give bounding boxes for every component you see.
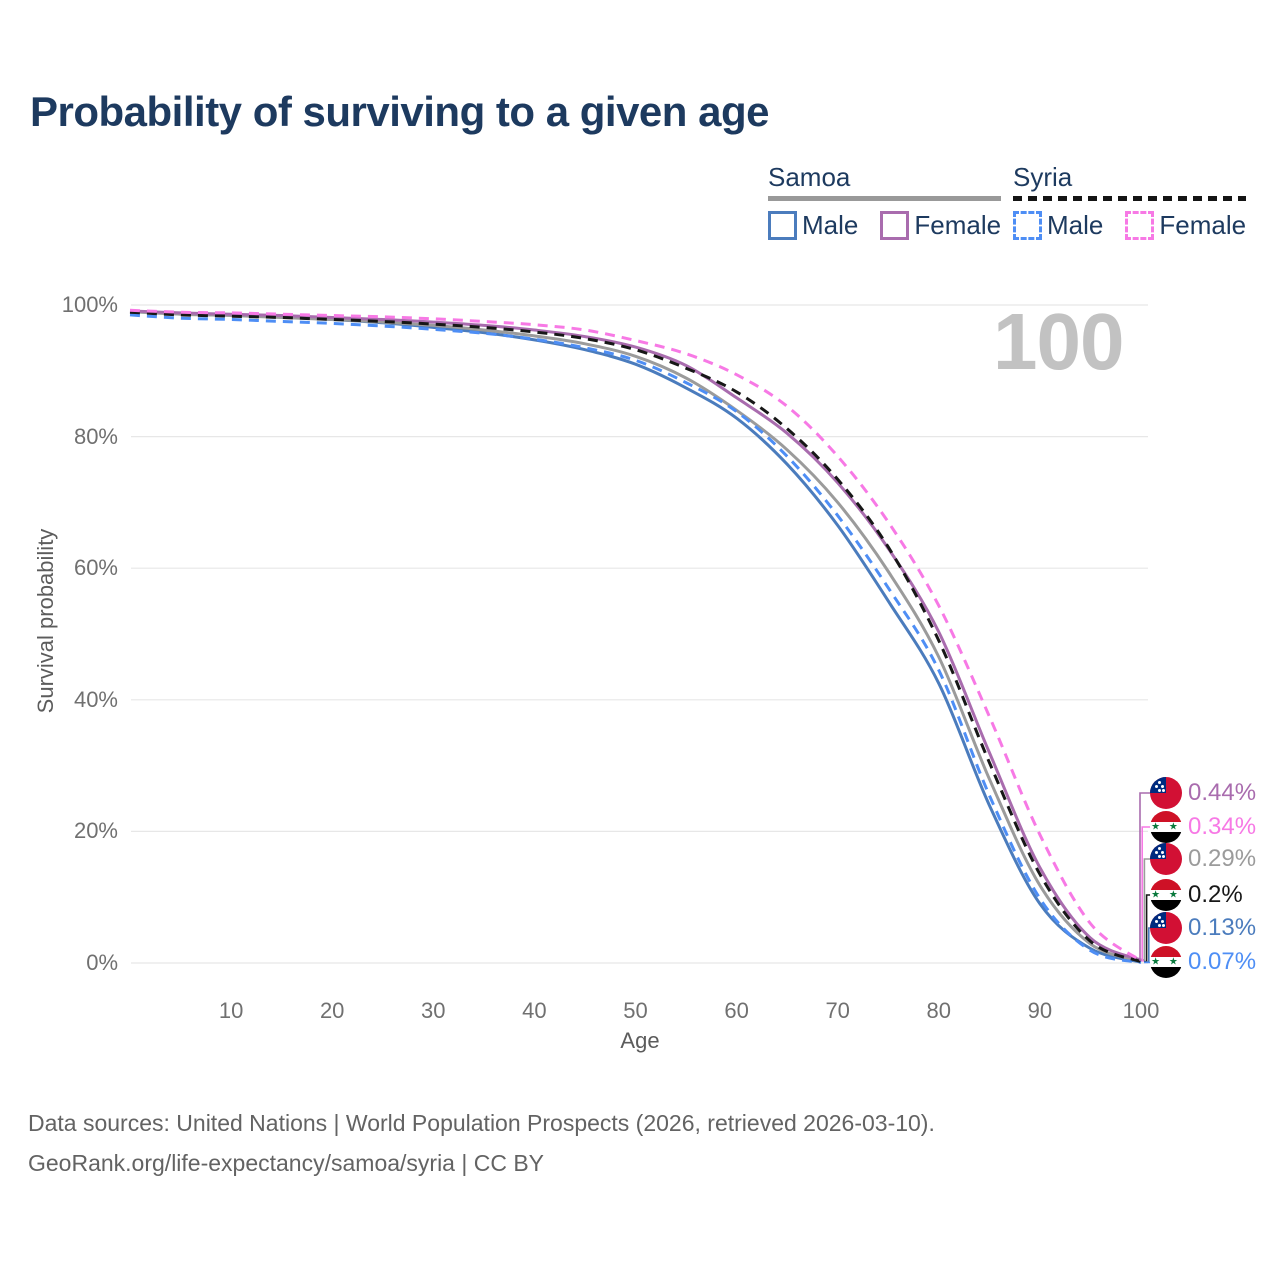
end-label-row-syria_female: ★ ★ 0.34%: [1150, 811, 1256, 843]
y-tick-100%: 100%: [61, 292, 118, 317]
end-label-row-samoa_all: 0.29%: [1150, 843, 1256, 875]
curve-syria_female: [129, 308, 1142, 963]
legend-item-label: Male: [802, 210, 859, 240]
legend-item-label: Male: [1047, 210, 1104, 240]
y-tick-60%: 60%: [73, 555, 118, 581]
end-value-syria_all: 0.2%: [1188, 881, 1243, 908]
syria-flag-icon: ★ ★: [1150, 946, 1182, 978]
legend-country-linestyle-swatch: [1013, 196, 1247, 201]
legend-swatch: [880, 211, 910, 240]
end-value-syria_female: 0.34%: [1188, 813, 1257, 840]
data-sources-note: Data sources: United Nations | World Pop…: [28, 1110, 935, 1136]
samoa-flag-icon: [1150, 843, 1182, 875]
x-tick-10: 10: [218, 998, 244, 1023]
legend-item-samoa-female[interactable]: Female: [880, 210, 1001, 241]
syria-flag-icon: ★ ★: [1150, 811, 1182, 843]
legend-item-syria-male[interactable]: Male: [1013, 210, 1103, 241]
y-axis-title: Survival probability: [33, 528, 58, 714]
curve-samoa_female: [129, 309, 1142, 962]
samoa-flag-icon: [1150, 777, 1182, 809]
x-axis-title: Age: [620, 1028, 660, 1053]
x-tick-50: 50: [623, 998, 648, 1023]
samoa-flag-icon: [1150, 912, 1182, 944]
legend-swatch: [1013, 211, 1042, 240]
legend-country-linestyle-swatch: [768, 196, 1002, 201]
x-tick-60: 60: [724, 998, 749, 1023]
connector-syria_female: [1141, 826, 1152, 962]
legend-item-label: Female: [914, 210, 1002, 240]
syria-flag-icon: ★ ★: [1150, 879, 1182, 911]
x-tick-30: 30: [421, 998, 446, 1023]
y-tick-40%: 40%: [73, 686, 118, 712]
legend-item-syria-female[interactable]: Female: [1125, 210, 1246, 241]
legend-swatch: [768, 211, 797, 240]
x-tick-80: 80: [926, 998, 952, 1023]
end-label-row-syria_male: ★ ★ 0.07%: [1150, 946, 1256, 978]
y-tick-20%: 20%: [73, 818, 118, 844]
y-tick-80%: 80%: [73, 423, 118, 449]
end-label-row-samoa_male: 0.13%: [1150, 912, 1256, 944]
curve-samoa_all: [129, 310, 1142, 963]
x-tick-70: 70: [825, 998, 850, 1023]
legend-group-samoa: Samoa Male Female: [768, 162, 1002, 241]
end-label-row-samoa_female: 0.44%: [1150, 777, 1256, 809]
curve-syria_all: [129, 310, 1142, 964]
x-tick-40: 40: [522, 998, 547, 1023]
x-tick-100: 100: [1122, 998, 1160, 1023]
end-label-row-syria_all: ★ ★ 0.2%: [1150, 879, 1243, 911]
attribution-note: GeoRank.org/life-expectancy/samoa/syria …: [28, 1150, 545, 1176]
curve-samoa_male: [129, 310, 1142, 964]
legend-item-label: Female: [1159, 210, 1247, 240]
end-value-samoa_all: 0.29%: [1188, 845, 1257, 872]
y-tick-0%: 0%: [86, 950, 118, 975]
age-watermark: 100: [993, 297, 1124, 386]
end-value-samoa_male: 0.13%: [1188, 914, 1257, 941]
page-title: Probability of surviving to a given age: [30, 88, 769, 135]
end-value-syria_male: 0.07%: [1188, 948, 1257, 975]
legend-country-label: Samoa: [768, 162, 851, 192]
legend-country-label: Syria: [1013, 162, 1073, 192]
curve-syria_male: [129, 313, 1142, 964]
legend-swatch: [1125, 211, 1155, 240]
end-value-samoa_female: 0.44%: [1188, 779, 1257, 806]
legend-group-syria: Syria Male Female: [1013, 162, 1247, 241]
x-tick-20: 20: [319, 998, 345, 1023]
x-tick-90: 90: [1027, 998, 1053, 1023]
legend-item-samoa-male[interactable]: Male: [768, 210, 858, 241]
